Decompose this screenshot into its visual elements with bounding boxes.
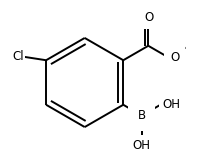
Text: B: B (138, 109, 146, 122)
Text: OH: OH (133, 139, 151, 152)
Text: OH: OH (162, 98, 180, 111)
Text: Cl: Cl (12, 50, 24, 63)
Text: O: O (144, 11, 154, 23)
Text: O: O (170, 51, 180, 64)
